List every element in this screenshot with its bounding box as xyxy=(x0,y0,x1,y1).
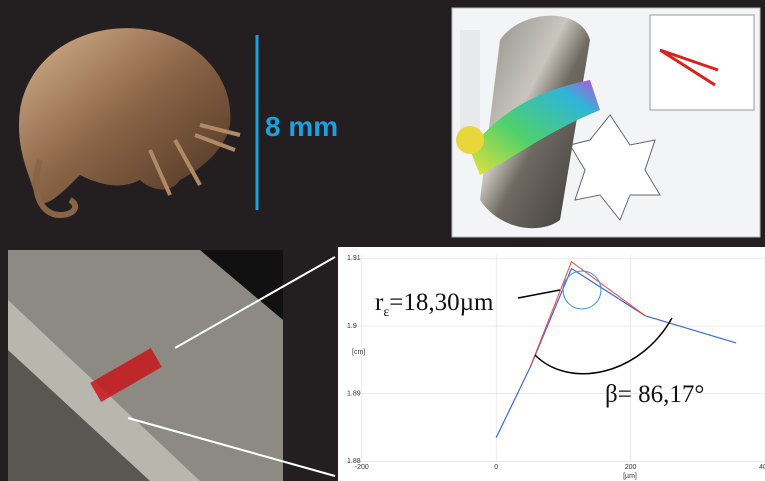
y-tick-label: 1.9 xyxy=(347,323,357,330)
profile-chart: 1.88 1.89 1.9 1.91 -200 0 200 400 xyxy=(345,255,765,471)
chart-panel xyxy=(338,247,765,481)
zoom-line xyxy=(127,417,336,477)
x-axis-label: [µm] xyxy=(623,473,637,480)
x-tick-label: -200 xyxy=(355,464,369,471)
y-tick-label: 1.91 xyxy=(347,255,361,262)
radius-annotation: rε=18,30µm xyxy=(375,289,494,320)
scale-label: 8 mm xyxy=(265,111,338,142)
x-tick-label: 400 xyxy=(759,464,765,471)
profile-line xyxy=(495,267,737,438)
profile-line xyxy=(529,260,646,367)
specimen-photo xyxy=(18,28,241,219)
x-tick-label: 200 xyxy=(625,464,637,471)
fit-circle xyxy=(562,270,602,310)
software-screenshot xyxy=(451,7,761,238)
radius-symbol: r xyxy=(375,289,384,316)
radius-value: =18,30µm xyxy=(389,289,494,316)
y-axis-label: [cm] xyxy=(352,349,365,356)
angle-annotation: β= 86,17° xyxy=(605,381,704,408)
radius-subscript: ε xyxy=(383,305,389,320)
x-tick-label: 0 xyxy=(494,464,498,471)
angle-arc xyxy=(534,317,673,375)
edge-photo xyxy=(8,250,283,481)
y-tick-label: 1.89 xyxy=(347,391,361,398)
y-tick-label: 1.88 xyxy=(347,458,361,465)
zoom-line xyxy=(174,256,336,349)
pointer-arrow xyxy=(517,289,561,299)
